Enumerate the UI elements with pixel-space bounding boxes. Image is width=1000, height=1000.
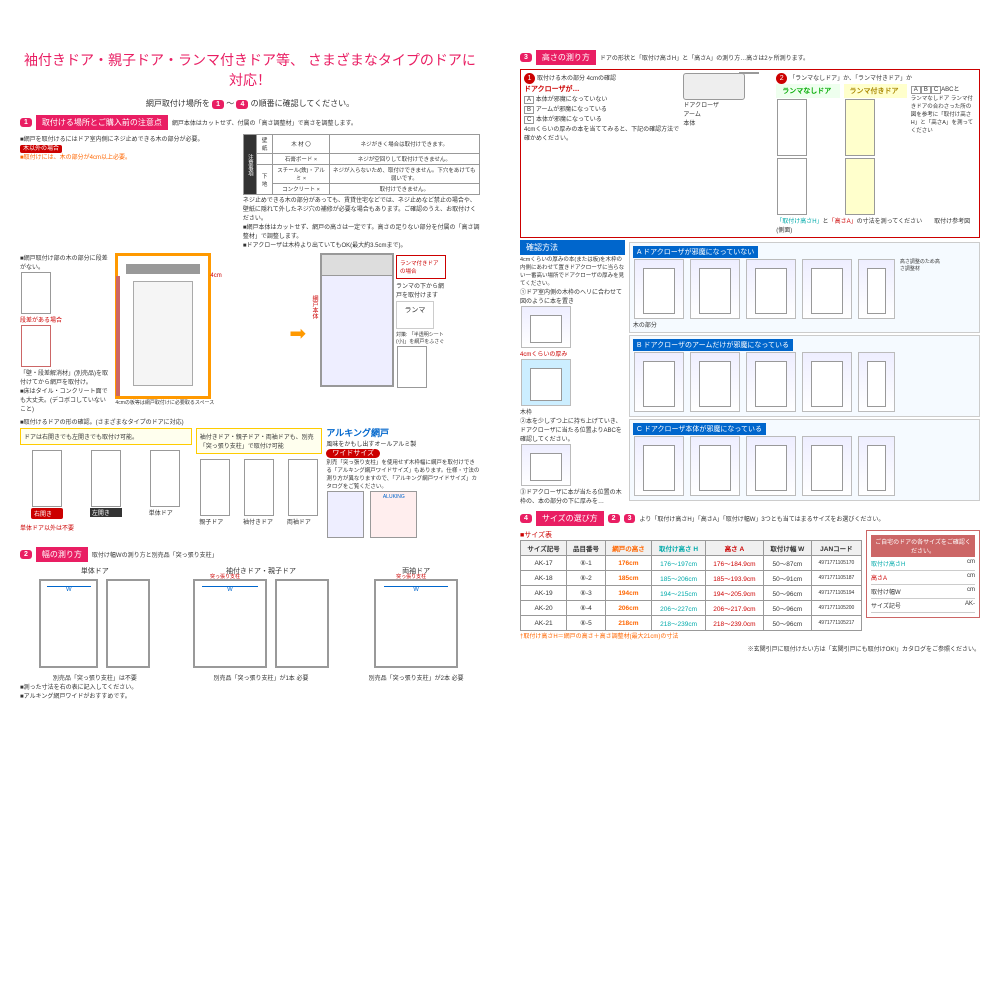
case-b: B ドアクローザのアームだけが邪魔になっている 取付け高さH bbox=[629, 335, 980, 417]
wide-badge: ワイドサイズ bbox=[326, 449, 380, 458]
step1-header: 1 取付ける場所とご購入前の注意点 網戸本体はカットせず、付属の「高さ調整材」で… bbox=[20, 115, 480, 130]
confirm-method-label: 確認方法 bbox=[520, 240, 625, 255]
case-c: C ドアクローザ本体が邪魔になっている bbox=[629, 419, 980, 501]
page-title: 袖付きドア・親子ドア・ランマ付きドア等、 さまざまなタイプのドアに対応！ bbox=[20, 50, 480, 90]
measurement-form: ご自宅のドアの各サイズをご確認ください。 取付け高さHcm 高さAcm 取付け幅… bbox=[866, 530, 980, 618]
screen-door-diagram: 網戸本体 bbox=[320, 253, 394, 387]
door-closer-icon bbox=[683, 73, 745, 100]
right-page: 3 高さの測り方 ドアの形状と「取付け高さH」と「高さA」の測り方…高さは2ヶ所… bbox=[500, 0, 1000, 1000]
table-row: AK-21⑧-5218cm218〜239cm218〜239.0cm50〜96cm… bbox=[521, 616, 862, 631]
arrow-icon: ➡ bbox=[279, 321, 316, 346]
table-row: AK-19⑧-3194cm194〜215cm194〜205.9cm50〜96cm… bbox=[521, 586, 862, 601]
step4-header: 4 サイズの選び方 23 より「取付け高さH」「高さA」「取付け幅W」3つとも当… bbox=[520, 511, 980, 526]
table-row: AK-18⑧-2185cm185〜206cm185〜193.9cm50〜91cm… bbox=[521, 571, 862, 586]
main-diagrams: ■網戸取付け部の木の部分に段差がない。 段差がある場合 「壁・段差解消材」(別売… bbox=[20, 253, 480, 413]
door-closer-icon bbox=[126, 264, 200, 274]
door-main-diagram bbox=[115, 253, 211, 399]
table-header-row: サイズ記号 品目番号 網戸の高さ 取付け高さ H 高さ A 取付け幅 W JAN… bbox=[521, 541, 862, 556]
table-row: AK-20⑧-4206cm206〜227cm206〜217.9cm50〜96cm… bbox=[521, 601, 862, 616]
step2-header: 2 幅の測り方 取付け幅Wの測り方と別売品「突っ張り支柱」 bbox=[20, 547, 480, 562]
step3-header: 3 高さの測り方 ドアの形状と「取付け高さH」と「高さA」の測り方…高さは2ヶ所… bbox=[520, 50, 980, 65]
subtitle: 網戸取付け場所を 1 〜 4 の順番に確認してください。 bbox=[20, 98, 480, 109]
size-table: サイズ記号 品目番号 網戸の高さ 取付け高さ H 高さ A 取付け幅 W JAN… bbox=[520, 540, 862, 631]
door-icon bbox=[21, 272, 51, 314]
case-a: A ドアクローザが邪魔になっていない 高さA 高さ調整のため高さ調整材 木の部分 bbox=[629, 242, 980, 333]
caution-table: 注意事項 壁 紙木 材 〇ネジがきく場合は取付けできます。 石膏ボード ×ネジが… bbox=[243, 134, 480, 195]
table-row: AK-17⑧-1176cm176〜197cm176〜184.9cm50〜87cm… bbox=[521, 556, 862, 571]
left-page: 袖付きドア・親子ドア・ランマ付きドア等、 さまざまなタイプのドアに対応！ 網戸取… bbox=[0, 0, 500, 1000]
